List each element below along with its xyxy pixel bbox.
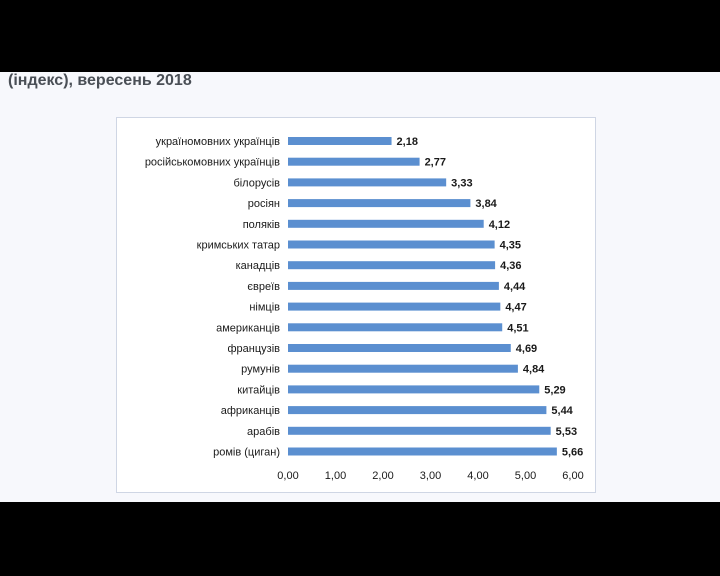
data-label: 4,47 (505, 302, 526, 314)
category-label: канадців (236, 260, 281, 272)
bar (288, 344, 511, 352)
x-tick-label: 1,00 (325, 470, 346, 482)
x-tick-label: 4,00 (467, 470, 488, 482)
category-label: французів (228, 343, 281, 355)
x-tick-label: 5,00 (515, 470, 536, 482)
data-label: 4,44 (504, 281, 526, 293)
bar (288, 426, 551, 435)
bar (288, 219, 484, 228)
data-label: 4,35 (500, 240, 521, 252)
bar (288, 261, 496, 270)
data-label: 3,33 (451, 177, 472, 189)
data-label: 5,66 (562, 447, 583, 459)
category-label: американців (216, 322, 280, 334)
category-label: росіян (248, 198, 280, 210)
bar (288, 447, 557, 456)
data-label: 4,51 (507, 322, 528, 334)
category-label: поляків (243, 219, 280, 231)
category-label: арабів (247, 426, 280, 438)
bar (288, 323, 503, 332)
category-label: африканців (221, 405, 280, 417)
bar (288, 137, 392, 145)
category-label: кримських татар (197, 240, 280, 252)
data-label: 2,77 (425, 157, 446, 169)
category-label: німців (249, 302, 280, 314)
data-label: 5,44 (551, 405, 573, 417)
x-tick-label: 6,00 (562, 470, 583, 482)
bar (288, 178, 447, 187)
bar (288, 240, 495, 249)
bar (288, 364, 518, 373)
bar (288, 281, 499, 290)
category-label: білорусів (233, 177, 280, 189)
x-tick-label: 3,00 (420, 470, 441, 482)
category-label: україномовних українців (156, 136, 281, 148)
bar (288, 406, 547, 415)
data-label: 4,36 (500, 260, 521, 272)
category-label: румунів (241, 364, 280, 376)
bar (288, 199, 471, 208)
data-label: 4,69 (516, 343, 537, 355)
data-label: 4,12 (489, 219, 510, 231)
bar-chart: україномовних українців 2,18 російськомовн… (145, 136, 584, 482)
x-tick-label: 0,00 (277, 470, 298, 482)
bar (288, 302, 501, 311)
chart-container: україномовних українців 2,18 російськомовн… (116, 117, 596, 493)
category-label: ромів (циган) (213, 447, 280, 459)
slide-heading: (індекс), вересень 2018 (8, 72, 192, 89)
x-tick-label: 2,00 (372, 470, 393, 482)
data-label: 5,29 (544, 384, 565, 396)
bar (288, 385, 540, 394)
bar (288, 157, 420, 166)
category-label: російськомовних українців (145, 157, 280, 169)
data-label: 2,18 (397, 136, 418, 148)
slide-area: (індекс), вересень 2018 україномовних ук… (0, 72, 720, 502)
category-label: євреїв (247, 281, 280, 293)
data-label: 3,84 (475, 198, 497, 210)
category-label: китайців (237, 384, 280, 396)
data-label: 4,84 (523, 364, 545, 376)
data-label: 5,53 (556, 426, 577, 438)
